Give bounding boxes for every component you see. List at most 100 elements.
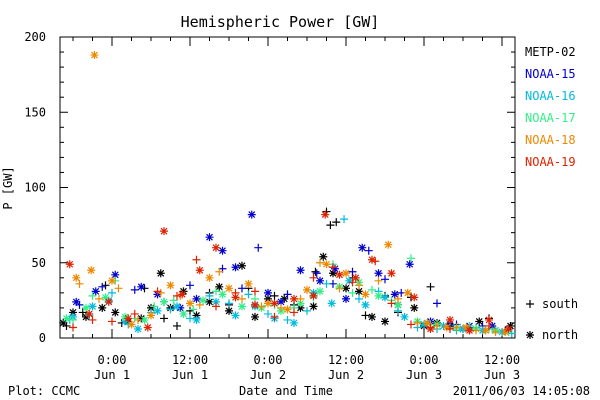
- legend-south-label: south: [542, 297, 578, 311]
- point-noaa-19-north: [160, 227, 168, 236]
- point-noaa-19-south: [387, 299, 396, 308]
- legend-entry-noaa-15: NOAA-15: [525, 67, 576, 81]
- y-tick-label: 200: [24, 30, 46, 44]
- point-noaa-18-north: [384, 240, 393, 249]
- point-noaa-19-north: [178, 290, 187, 299]
- point-noaa-15-north: [247, 210, 256, 219]
- point-noaa-19-north: [290, 294, 298, 303]
- point-noaa-16-south: [186, 314, 194, 323]
- x-tick-label-date: Jun 1: [172, 368, 208, 382]
- point-metp-02-south: [311, 267, 320, 276]
- point-noaa-17-south: [169, 296, 178, 305]
- point-noaa-19-south: [309, 273, 318, 282]
- x-axis-label: Date and Time: [239, 384, 333, 398]
- point-noaa-19-south: [251, 287, 259, 296]
- point-metp-02-north: [59, 318, 68, 327]
- point-noaa-18-north: [462, 323, 471, 332]
- point-metp-02-north: [506, 321, 515, 330]
- point-metp-02-south: [160, 314, 168, 323]
- point-metp-02-north: [475, 317, 484, 326]
- point-metp-02-south: [270, 291, 279, 300]
- point-metp-02-north: [147, 303, 155, 312]
- point-noaa-18-north: [87, 266, 96, 275]
- point-metp-02-north: [381, 317, 389, 326]
- point-noaa-15-north: [192, 294, 201, 303]
- point-noaa-18-south: [335, 284, 344, 293]
- point-noaa-16-north: [400, 312, 409, 321]
- point-noaa-18-south: [114, 284, 123, 293]
- point-noaa-17-north: [121, 312, 129, 321]
- point-noaa-19-south: [130, 309, 139, 318]
- point-metp-02-north: [156, 269, 165, 278]
- point-noaa-17-south: [407, 254, 415, 263]
- point-noaa-16-south: [283, 315, 292, 324]
- point-metp-02-north: [192, 311, 201, 320]
- point-noaa-15-north: [277, 297, 285, 306]
- point-noaa-16-north: [212, 297, 220, 306]
- point-metp-02-north: [179, 287, 188, 296]
- x-tick-label-date: Jun 2: [250, 368, 286, 382]
- point-noaa-18-north: [108, 276, 116, 285]
- point-noaa-18-north: [342, 269, 350, 278]
- y-tick-label: 50: [32, 256, 46, 270]
- point-noaa-18-south: [75, 279, 84, 288]
- point-metp-02-north: [342, 284, 350, 293]
- point-noaa-18-south: [238, 294, 246, 303]
- point-noaa-18-south: [257, 302, 266, 311]
- point-noaa-17-south: [88, 291, 97, 300]
- point-noaa-19-north: [485, 315, 493, 324]
- x-tick-label-time: 0:00: [254, 353, 283, 367]
- point-noaa-17-north: [62, 314, 71, 323]
- point-noaa-15-south: [348, 267, 357, 276]
- point-noaa-15-north: [390, 290, 399, 299]
- point-noaa-18-north: [403, 288, 412, 297]
- point-noaa-16-north: [173, 302, 181, 311]
- y-axis-label: P [GW]: [1, 166, 15, 209]
- point-noaa-15-south: [433, 299, 441, 308]
- point-noaa-18-south: [452, 323, 461, 332]
- point-noaa-19-south: [446, 324, 454, 333]
- point-noaa-16-north: [153, 306, 162, 315]
- legend-south-marker: [526, 300, 534, 308]
- point-noaa-18-south: [413, 318, 422, 327]
- point-noaa-16-north: [345, 276, 354, 285]
- point-metp-02-north: [368, 312, 376, 321]
- point-noaa-19-north: [195, 266, 204, 275]
- point-noaa-16-north: [88, 302, 97, 311]
- point-noaa-19-north: [387, 269, 396, 278]
- point-noaa-17-north: [179, 309, 188, 318]
- point-noaa-16-north: [192, 315, 201, 324]
- series-noaa-16: [65, 215, 516, 338]
- point-noaa-18-south: [491, 327, 500, 336]
- point-metp-02-north: [137, 314, 146, 323]
- series-noaa-18: [72, 51, 510, 336]
- point-noaa-18-south: [277, 303, 285, 312]
- point-noaa-16-north: [361, 300, 370, 309]
- point-noaa-18-south: [215, 267, 224, 276]
- point-metp-02-north: [309, 302, 318, 311]
- point-noaa-19-north: [212, 243, 220, 252]
- point-noaa-18-north: [423, 318, 432, 327]
- point-noaa-16-south: [303, 306, 311, 315]
- point-noaa-15-north: [358, 243, 367, 252]
- point-noaa-19-north: [251, 300, 259, 309]
- point-noaa-19-north: [143, 323, 152, 332]
- point-noaa-18-south: [134, 315, 142, 324]
- point-noaa-17-north: [238, 302, 246, 311]
- point-noaa-15-north: [91, 287, 100, 296]
- chart-title: Hemispheric Power [GW]: [181, 13, 380, 31]
- point-noaa-16-north: [327, 299, 336, 308]
- point-noaa-19-north: [351, 273, 360, 282]
- point-noaa-15-north: [374, 269, 383, 278]
- point-metp-02-north: [410, 303, 419, 312]
- point-noaa-19-north: [85, 309, 94, 318]
- series-metp-02: [59, 207, 515, 335]
- point-noaa-15-north: [342, 294, 350, 303]
- point-noaa-18-south: [195, 300, 204, 309]
- point-noaa-18-south: [95, 294, 103, 303]
- point-noaa-17-north: [296, 299, 305, 308]
- point-noaa-18-north: [361, 290, 370, 299]
- point-noaa-16-south: [225, 299, 233, 308]
- point-noaa-18-south: [355, 281, 363, 290]
